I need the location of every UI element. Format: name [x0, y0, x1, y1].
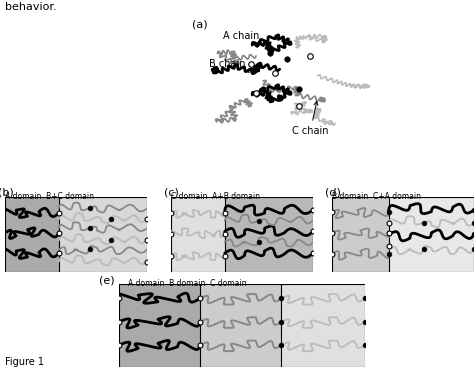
Text: Figure 1: Figure 1 [5, 357, 44, 367]
Text: A domain  B domain  C domain: A domain B domain C domain [128, 279, 247, 288]
Bar [332, 197, 389, 272]
Text: (d): (d) [325, 187, 340, 197]
Text: (b): (b) [0, 187, 13, 197]
Bar [171, 197, 225, 272]
Text: B chain: B chain [209, 59, 252, 72]
Text: behavior.: behavior. [5, 2, 56, 12]
Bar [281, 284, 365, 367]
Bar [389, 197, 474, 272]
Text: B domain  C+A domain: B domain C+A domain [332, 192, 421, 201]
Text: C chain: C chain [292, 101, 329, 136]
Text: (a): (a) [192, 19, 208, 29]
Text: A domain  B+C domain: A domain B+C domain [5, 192, 94, 201]
Text: C domain  A+B domain: C domain A+B domain [171, 192, 260, 201]
Bar [118, 284, 200, 367]
Text: A chain: A chain [223, 31, 271, 47]
Text: (e): (e) [99, 275, 114, 285]
Bar [59, 197, 147, 272]
Bar [5, 197, 59, 272]
Text: (c): (c) [164, 187, 178, 197]
Bar [200, 284, 281, 367]
Bar [225, 197, 313, 272]
